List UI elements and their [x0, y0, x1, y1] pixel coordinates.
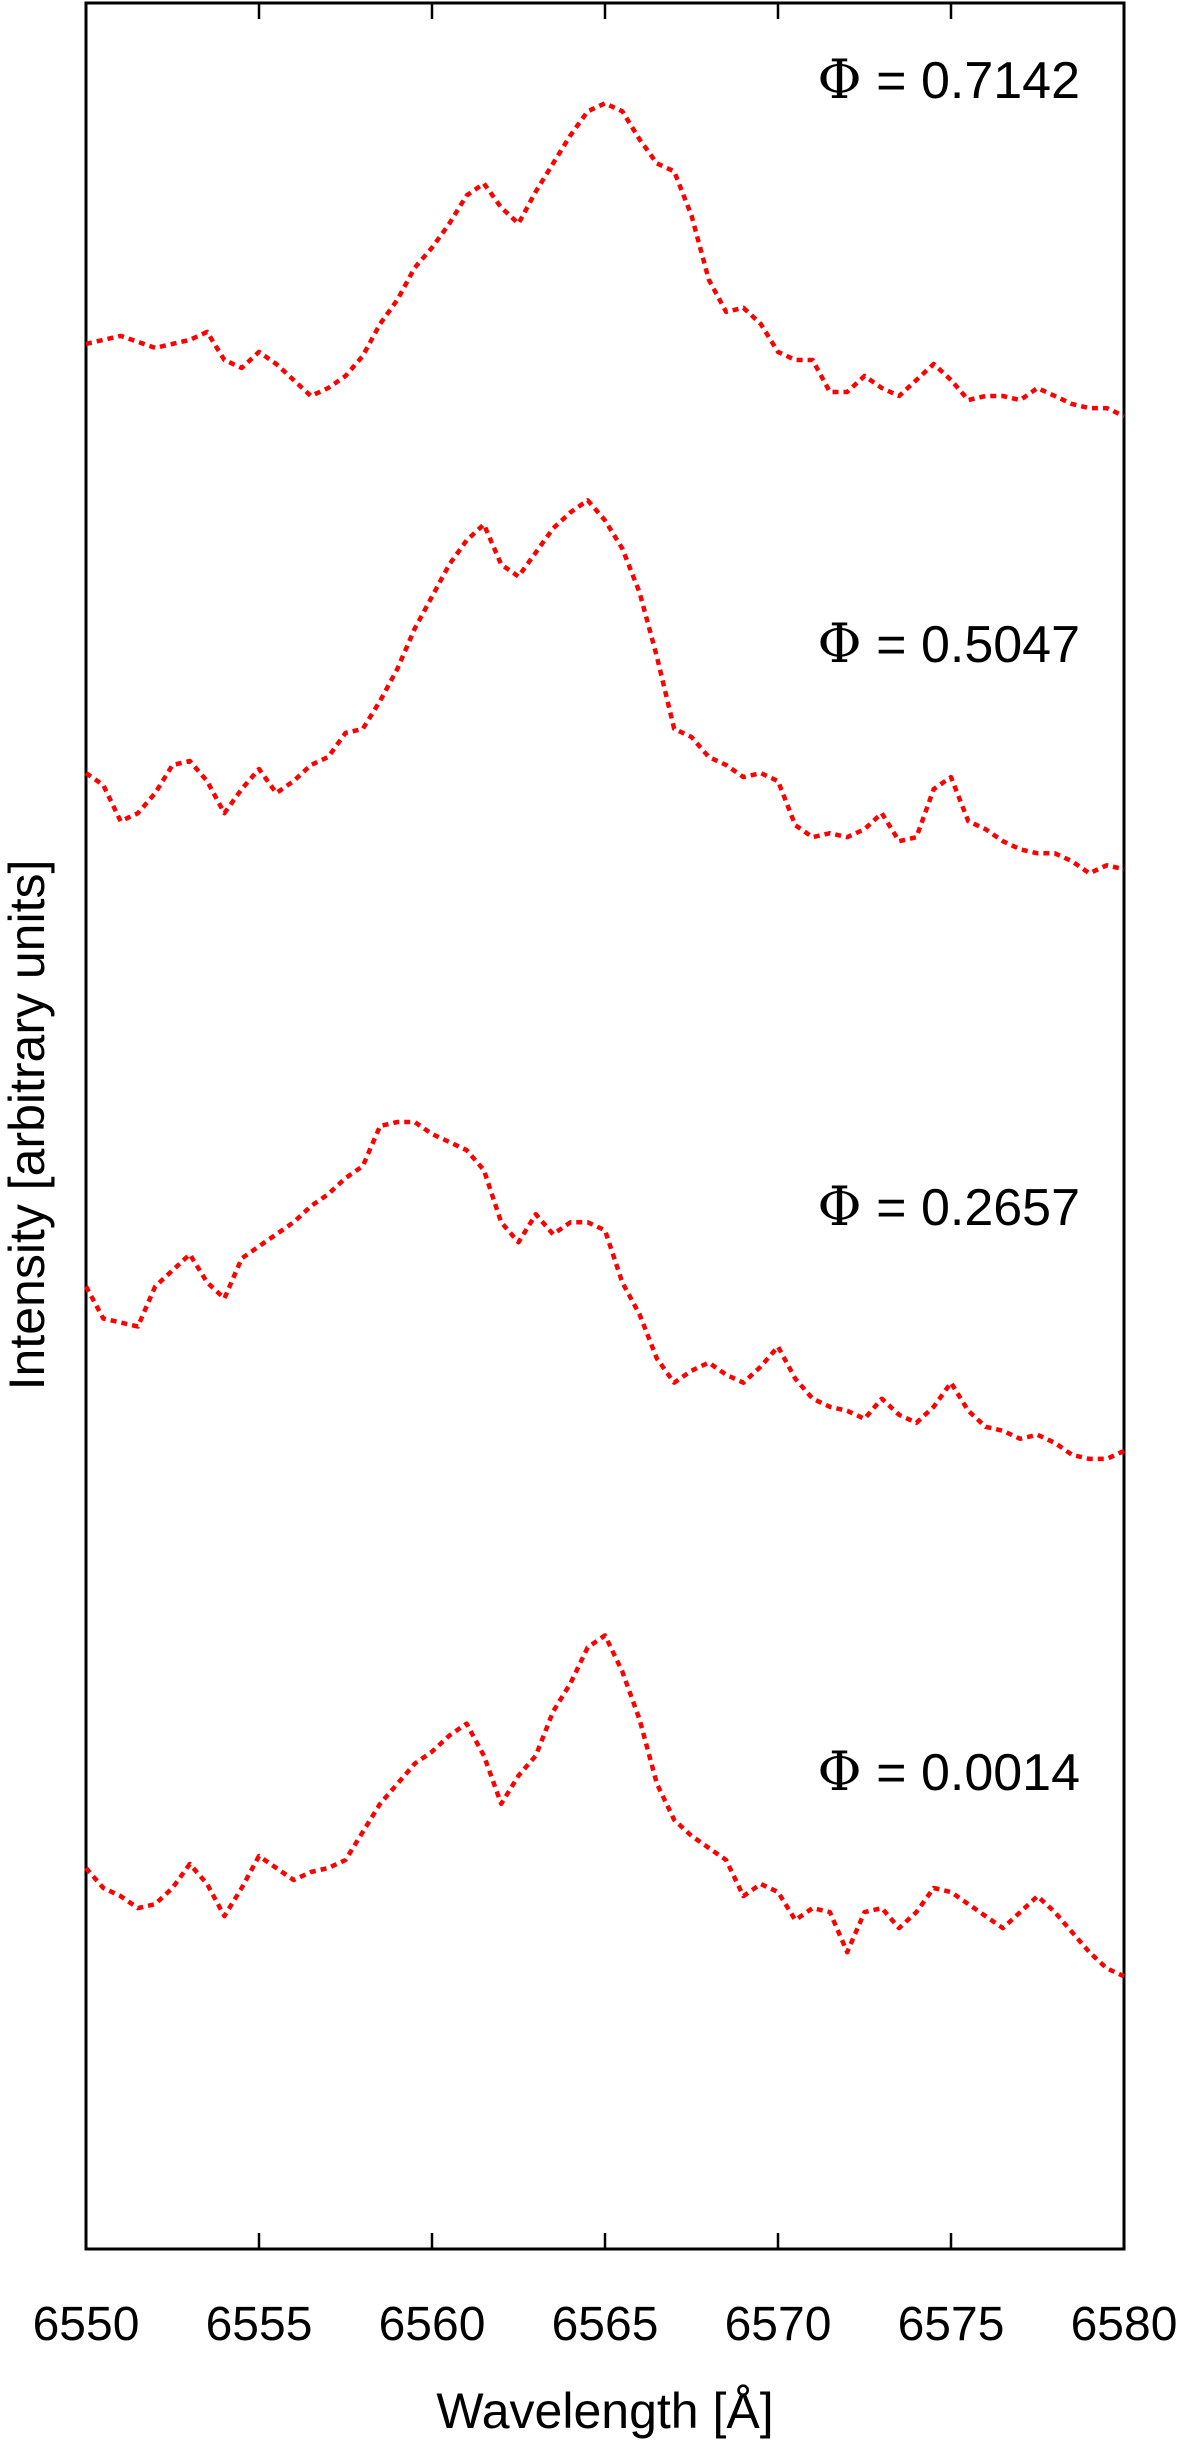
phase-value: = 0.7142 — [862, 52, 1080, 110]
x-tick-label: 6575 — [898, 2298, 1005, 2351]
phase-symbol: Φ — [817, 1175, 861, 1238]
phase-value: = 0.5047 — [862, 616, 1080, 674]
series-phase-label: Φ = 0.7142 — [817, 48, 1080, 111]
phase-symbol: Φ — [817, 1740, 861, 1803]
x-tick-layer: 6550 6555 6560 6565 6570 6575 6580 — [33, 3, 1178, 2351]
y-axis-title: Intensity [arbitrary units] — [0, 860, 55, 1391]
x-tick-label: 6560 — [379, 2298, 486, 2351]
series-line — [84, 498, 1125, 876]
series-line — [84, 1119, 1125, 1462]
series-layer — [84, 101, 1125, 1979]
plot-frame — [84, 1, 1126, 2251]
series-line — [85, 101, 1125, 419]
series-phase-label: Φ = 0.2657 — [817, 1175, 1080, 1238]
phase-symbol: Φ — [817, 48, 861, 111]
phase-value: = 0.0014 — [862, 1744, 1080, 1802]
x-tick-label: 6550 — [33, 2298, 140, 2351]
x-axis-title: Wavelength [Å] — [436, 2383, 773, 2439]
x-tick-label: 6555 — [206, 2298, 313, 2351]
x-tick-label: 6580 — [1071, 2298, 1178, 2351]
x-tick-label: 6570 — [725, 2298, 832, 2351]
x-tick-label: 6565 — [552, 2298, 659, 2351]
series-phase-label: Φ = 0.5047 — [817, 612, 1080, 675]
phase-value: = 0.2657 — [862, 1179, 1080, 1237]
series-line — [84, 1633, 1125, 1979]
phase-symbol: Φ — [817, 612, 861, 675]
series-phase-label: Φ = 0.0014 — [817, 1740, 1080, 1803]
